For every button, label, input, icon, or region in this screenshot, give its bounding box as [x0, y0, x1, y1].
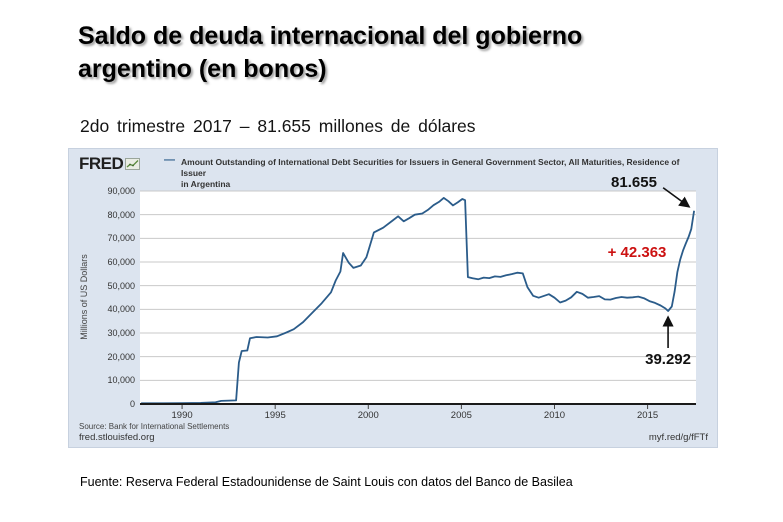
- annotation-end: 81.655: [611, 174, 657, 191]
- y-tick-label: 10,000: [107, 375, 135, 386]
- x-tick-label: 1990: [171, 410, 193, 421]
- x-tick-label: 2010: [543, 410, 566, 421]
- page-title: Saldo de deuda internacional del gobiern…: [78, 20, 718, 86]
- annotation-gain: + 42.363: [607, 244, 667, 261]
- data-series-line: [141, 197, 695, 405]
- y-tick-label: 20,000: [107, 351, 135, 362]
- x-tick-marks: [181, 405, 649, 409]
- source-caption: Fuente: Reserva Federal Estadounidense d…: [80, 475, 573, 489]
- annotation-trough: 39.292: [645, 351, 691, 368]
- fred-logo-text: FRED: [79, 154, 124, 173]
- fred-logo-chart-icon: [125, 158, 141, 170]
- x-tick-label: 1995: [264, 410, 286, 421]
- plot-area: [140, 191, 696, 404]
- y-tick-label: 90,000: [107, 186, 135, 196]
- y-tick-label: 70,000: [107, 233, 135, 244]
- x-tick-label: 2005: [450, 410, 472, 421]
- chart-legend: — Amount Outstanding of International De…: [164, 154, 704, 190]
- legend-label-line1: Amount Outstanding of International Debt…: [181, 157, 680, 178]
- fred-short-url-link: myf.red/g/fFTf: [648, 432, 708, 443]
- chart-source-note: Source: Bank for International Settlemen…: [79, 422, 230, 431]
- legend-line-swatch: —: [164, 154, 175, 166]
- fred-chart-panel: FRED — Amount Outstanding of Internation…: [68, 148, 718, 448]
- y-tick-label: 60,000: [107, 257, 135, 267]
- page-title-line2: argentino (en bonos): [78, 55, 327, 83]
- y-tick-label: 30,000: [107, 328, 135, 338]
- fred-logo: FRED: [79, 154, 141, 174]
- y-tick-label: 50,000: [107, 280, 135, 291]
- y-axis-title: Millions of US Dollars: [79, 254, 89, 340]
- x-tick-label: 2015: [637, 410, 659, 421]
- page-title-line1: Saldo de deuda internacional del gobiern…: [78, 22, 583, 50]
- subtitle: 2do trimestre 2017 – 81.655 millones de …: [80, 116, 476, 136]
- annotation-arrows: [662, 187, 691, 349]
- y-tick-label: 0: [129, 399, 135, 409]
- line-chart-plot: [140, 187, 696, 409]
- y-tick-label: 80,000: [107, 209, 135, 220]
- fred-site-link: fred.stlouisfed.org: [79, 432, 155, 443]
- legend-label-line2: in Argentina: [181, 179, 231, 189]
- x-tick-label: 2000: [357, 410, 379, 421]
- y-tick-label: 40,000: [107, 304, 135, 315]
